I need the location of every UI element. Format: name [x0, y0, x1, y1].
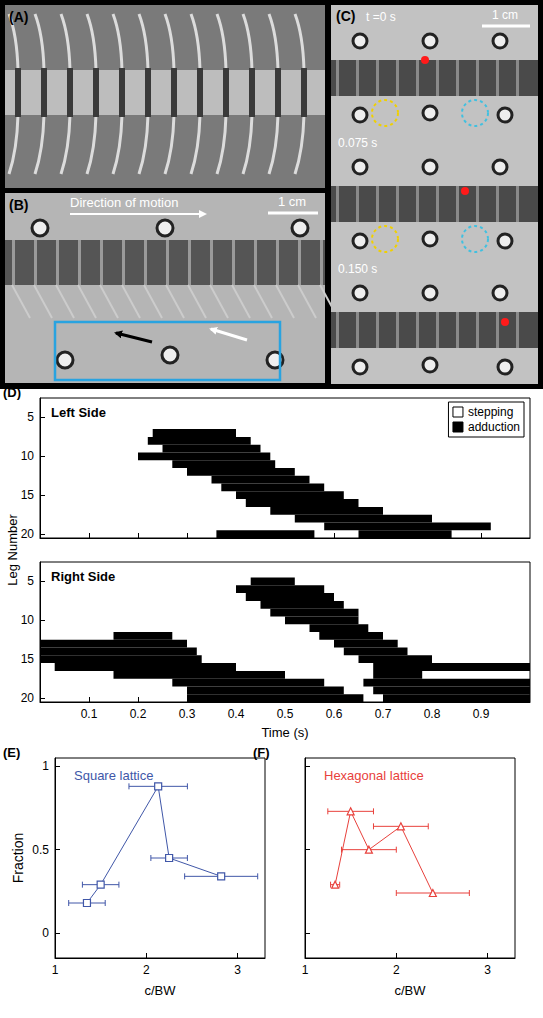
- svg-text:c/BW: c/BW: [144, 983, 176, 998]
- svg-text:1 cm: 1 cm: [278, 194, 306, 209]
- svg-text:0.150 s: 0.150 s: [338, 262, 377, 276]
- svg-text:Direction of motion: Direction of motion: [70, 195, 178, 210]
- svg-text:0.5: 0.5: [277, 707, 294, 721]
- svg-text:0.075 s: 0.075 s: [338, 136, 377, 150]
- svg-text:(B): (B): [9, 197, 28, 213]
- svg-text:15: 15: [21, 652, 35, 666]
- svg-text:(F): (F): [253, 745, 270, 760]
- svg-text:(E): (E): [3, 745, 20, 760]
- svg-text:stepping: stepping: [468, 405, 513, 419]
- svg-text:0.2: 0.2: [130, 707, 147, 721]
- svg-text:10: 10: [21, 613, 35, 627]
- svg-text:0.6: 0.6: [326, 707, 343, 721]
- svg-text:(A): (A): [9, 9, 28, 25]
- svg-text:2: 2: [143, 963, 150, 977]
- svg-text:Square lattice: Square lattice: [74, 768, 154, 783]
- svg-text:1: 1: [52, 963, 59, 977]
- svg-text:0.4: 0.4: [228, 707, 245, 721]
- svg-text:5: 5: [27, 574, 34, 588]
- svg-text:0.7: 0.7: [375, 707, 392, 721]
- svg-text:0: 0: [42, 926, 49, 940]
- svg-text:Fraction: Fraction: [10, 833, 26, 884]
- svg-text:10: 10: [21, 449, 35, 463]
- svg-text:2: 2: [393, 963, 400, 977]
- svg-text:3: 3: [484, 963, 491, 977]
- svg-text:(D): (D): [3, 385, 21, 400]
- svg-text:c/BW: c/BW: [394, 983, 426, 998]
- svg-text:(C): (C): [336, 8, 355, 24]
- svg-text:Left Side: Left Side: [51, 405, 106, 420]
- svg-text:0.8: 0.8: [424, 707, 441, 721]
- svg-text:15: 15: [21, 488, 35, 502]
- svg-text:0.1: 0.1: [81, 707, 98, 721]
- svg-text:20: 20: [21, 527, 35, 541]
- svg-text:1: 1: [302, 963, 309, 977]
- svg-text:0.9: 0.9: [473, 707, 490, 721]
- svg-text:t =0 s: t =0 s: [366, 10, 396, 24]
- svg-text:1: 1: [42, 759, 49, 773]
- svg-text:20: 20: [21, 691, 35, 705]
- svg-text:0.3: 0.3: [179, 707, 196, 721]
- svg-text:Right Side: Right Side: [51, 569, 115, 584]
- svg-text:Time (s): Time (s): [261, 725, 308, 740]
- svg-text:Hexagonal lattice: Hexagonal lattice: [324, 768, 424, 783]
- svg-text:0.5: 0.5: [32, 843, 49, 857]
- svg-text:5: 5: [27, 410, 34, 424]
- svg-text:adduction: adduction: [468, 420, 520, 434]
- svg-text:Leg Number: Leg Number: [5, 514, 20, 586]
- svg-text:3: 3: [234, 963, 241, 977]
- svg-text:1 cm: 1 cm: [492, 8, 518, 22]
